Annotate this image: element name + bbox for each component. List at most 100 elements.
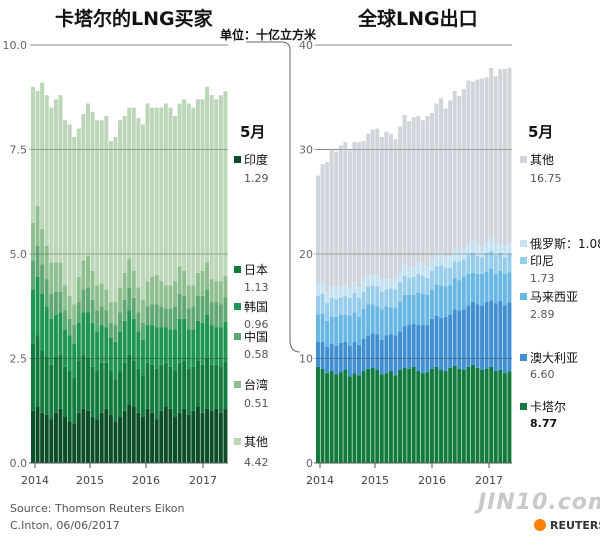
legend-series-value: 2.89	[530, 308, 555, 321]
bar-segment	[136, 412, 141, 463]
right-chart-title: 全球LNG出口	[358, 8, 478, 30]
bar-segment	[223, 91, 228, 277]
bar-segment	[484, 77, 489, 242]
bar-segment	[159, 410, 164, 463]
bar-segment	[429, 289, 434, 319]
bar-segment	[457, 280, 462, 311]
bar-segment	[343, 341, 348, 370]
bar-segment	[411, 324, 416, 367]
bar-segment	[343, 142, 348, 286]
bar-segment	[316, 283, 320, 296]
bar-segment	[470, 252, 475, 273]
series-3	[316, 268, 512, 348]
bar-segment	[31, 343, 35, 411]
bar-segment	[218, 95, 223, 282]
bar-segment	[388, 288, 393, 308]
bar-segment	[439, 98, 444, 253]
bar-segment	[209, 325, 214, 365]
bar-segment	[177, 293, 182, 319]
bar-segment	[347, 297, 352, 316]
legend-series-name: 中国	[244, 329, 268, 344]
bar-segment	[223, 276, 228, 298]
bar-segment	[384, 279, 389, 290]
bar-segment	[113, 136, 118, 303]
bar-segment	[443, 286, 448, 317]
bar-segment	[136, 118, 141, 288]
bar-segment	[352, 282, 357, 293]
bar-segment	[366, 286, 371, 305]
y-tick-label: 2.5	[10, 353, 28, 366]
bar-segment	[81, 260, 86, 290]
y-tick-label: 40	[299, 39, 313, 52]
bar-segment	[35, 335, 40, 407]
bar-segment	[104, 310, 109, 328]
bar-segment	[448, 100, 453, 257]
bar-segment	[398, 302, 403, 332]
bar-segment	[186, 285, 191, 309]
bar-segment	[320, 282, 325, 294]
bar-segment	[466, 273, 471, 306]
bar-segment	[388, 334, 393, 372]
bar-segment	[95, 120, 100, 286]
bar-segment	[76, 302, 81, 323]
bar-segment	[195, 295, 200, 321]
series-5	[31, 205, 228, 326]
bar-segment	[338, 286, 343, 298]
bar-segment	[325, 303, 330, 321]
bar-segment	[140, 322, 145, 340]
bar-segment	[154, 368, 159, 420]
bar-segment	[205, 314, 210, 359]
bar-segment	[388, 133, 393, 280]
bar-segment	[484, 302, 489, 369]
bar-segment	[113, 341, 118, 380]
bar-segment	[104, 289, 109, 311]
legend-swatch	[520, 156, 527, 163]
bar-segment	[122, 410, 127, 463]
series-4	[31, 245, 228, 344]
bar-segment	[375, 370, 380, 463]
bar-segment	[191, 366, 196, 411]
bar-segment	[168, 366, 173, 409]
bar-segment	[434, 103, 439, 256]
bar-segment	[131, 318, 136, 361]
bar-segment	[154, 107, 159, 275]
bar-segment	[498, 301, 503, 370]
reuters-logo: REUTERS	[534, 519, 600, 532]
bar-segment	[375, 286, 380, 307]
bar-segment	[90, 270, 95, 300]
bar-segment	[131, 107, 136, 271]
bar-segment	[186, 414, 191, 463]
bar-segment	[489, 67, 494, 239]
bar-segment	[173, 329, 177, 372]
bar-segment	[113, 379, 118, 422]
bar-segment	[63, 310, 68, 330]
bar-segment	[159, 281, 164, 307]
legend-series-value: 6.60	[530, 368, 555, 381]
bar-segment	[72, 343, 77, 378]
bar-segment	[334, 316, 339, 346]
bar-segment	[502, 257, 507, 274]
bar-segment	[223, 321, 228, 362]
bar-segment	[118, 331, 123, 372]
bar-segment	[375, 274, 380, 287]
bar-segment	[63, 366, 68, 418]
bar-segment	[507, 371, 512, 463]
bar-segment	[81, 289, 86, 313]
bar-segment	[325, 347, 330, 374]
bar-segment	[81, 354, 86, 409]
bar-segment	[85, 103, 90, 257]
bar-segment	[127, 310, 132, 355]
bar-segment	[200, 322, 205, 365]
bar-segment	[352, 373, 357, 463]
bar-segment	[316, 314, 320, 342]
bar-segment	[507, 254, 512, 273]
bar-segment	[90, 299, 95, 323]
legend-series-value: 1.13	[244, 281, 269, 294]
legend-series-name: 印尼	[530, 254, 554, 268]
legend-series-value: 0.96	[244, 318, 269, 331]
bar-segment	[502, 305, 507, 374]
bar-segment	[461, 276, 466, 310]
bar-segment	[420, 325, 425, 374]
legend-series-name: 其他	[244, 435, 268, 449]
bar-segment	[457, 261, 462, 281]
